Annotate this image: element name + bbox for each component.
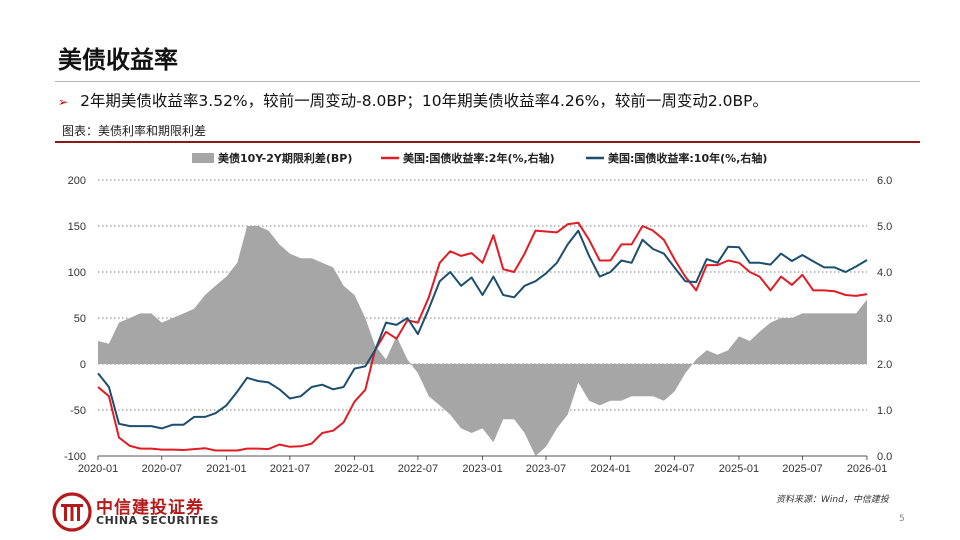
chart-series — [97, 221, 868, 456]
x-axis-tick-label: 2023-07 — [526, 463, 566, 475]
right-axis-tick-label: 0.0 — [877, 451, 892, 463]
left-axis-tick-label: 150 — [68, 221, 86, 233]
x-axis-tick-label: 2022-01 — [334, 463, 374, 475]
left-axis-tick-label: 200 — [68, 175, 86, 187]
caption-divider — [55, 141, 920, 143]
chart-legend: 美债10Y-2Y期限利差(BP) 美国:国债收益率:2年(%,右轴) 美国:国债收益… — [192, 151, 767, 165]
left-axis-tick-label: -50 — [70, 405, 86, 417]
right-axis-tick-label: 6.0 — [877, 175, 892, 187]
figure-caption: 图表：美债利率和期限利差 — [62, 124, 207, 138]
legend-label: 美债10Y-2Y期限利差(BP) — [218, 151, 352, 165]
page-title: 美债收益率 — [58, 46, 178, 74]
x-axis-tick-label: 2026-01 — [847, 463, 887, 475]
legend-swatch-area — [192, 153, 214, 163]
brand-name-en: CHINA SECURITIES — [96, 514, 219, 527]
x-axis-tick-label: 2021-07 — [270, 463, 310, 475]
x-axis-tick-label: 2024-01 — [590, 463, 630, 475]
left-axis-tick-label: 50 — [74, 313, 86, 325]
right-axis-tick-label: 3.0 — [877, 313, 892, 325]
source-note: 资料来源：Wind，中信建投 — [776, 495, 889, 505]
arrow-bullet-icon: ➢ — [58, 95, 69, 109]
page-number: 5 — [899, 514, 905, 524]
summary-text: 2年期美债收益率3.52%，较前一周变动-8.0BP；10年期美债收益率4.26… — [80, 92, 768, 110]
series-line-10y-yield — [97, 229, 868, 430]
x-axis-tick-label: 2021-01 — [206, 463, 246, 475]
china-securities-logo-icon — [52, 492, 92, 532]
left-axis-tick-label: -100 — [64, 451, 86, 463]
right-axis-tick-label: 5.0 — [877, 221, 892, 233]
legend-label: 美国:国债收益率:2年(%,右轴) — [403, 151, 555, 165]
x-axis-tick-label: 2023-01 — [462, 463, 502, 475]
right-axis-tick-label: 2.0 — [877, 359, 892, 371]
brand-name-cn: 中信建投证券 — [96, 498, 204, 518]
series-line-2y-yield — [97, 221, 868, 452]
x-axis-tick-label: 2024-07 — [654, 463, 694, 475]
x-axis-tick-label: 2020-01 — [78, 463, 118, 475]
right-axis-tick-label: 1.0 — [877, 405, 892, 417]
x-axis-tick-label: 2020-07 — [142, 463, 182, 475]
summary-bullet: ➢ 2年期美债收益率3.52%，较前一周变动-8.0BP；10年期美债收益率4.2… — [58, 89, 768, 111]
legend-label: 美国:国债收益率:10年(%,右轴) — [608, 151, 767, 165]
right-axis-tick-label: 4.0 — [877, 267, 892, 279]
chart-axes: 200 6.0 150 5.0 100 4.0 50 3.0 0 2.0 -50 1.0 -100 0.0… — [64, 175, 892, 475]
left-axis-tick-label: 100 — [68, 267, 86, 279]
x-axis-tick-label: 2022-07 — [398, 463, 438, 475]
title-divider — [55, 81, 920, 82]
x-axis-tick-label: 2025-07 — [782, 463, 822, 475]
series-area-10y-2y-spread — [98, 226, 867, 456]
x-axis-tick-label: 2025-01 — [719, 463, 759, 475]
left-axis-tick-label: 0 — [80, 359, 86, 371]
